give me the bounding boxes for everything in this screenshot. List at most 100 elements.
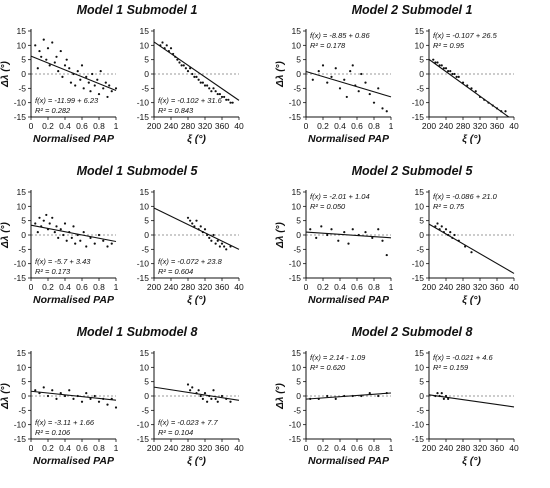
data-point	[191, 72, 194, 76]
data-point	[220, 394, 224, 398]
data-point	[42, 219, 45, 222]
data-point	[470, 251, 473, 254]
data-point	[442, 67, 445, 70]
x-tick-label: 200	[422, 443, 436, 453]
y-tick-label: -15	[14, 273, 27, 283]
chart-title: Model 1 Submodel 5	[77, 164, 199, 178]
y-tick-label: 15	[140, 26, 150, 36]
x-tick-label: 0.2	[42, 443, 54, 453]
data-point	[343, 231, 346, 234]
data-point	[104, 81, 107, 84]
y-tick-label: -15	[137, 434, 150, 444]
chart-title: Model 2 Submodel 5	[352, 164, 474, 178]
data-point	[220, 242, 224, 245]
data-point	[110, 90, 113, 93]
data-point	[436, 222, 439, 225]
x-tick-label: 200	[147, 121, 161, 131]
data-point	[377, 87, 380, 90]
y-tick-label: -5	[141, 244, 149, 254]
data-point	[76, 70, 79, 73]
y-tick-label: 5	[21, 55, 26, 65]
x-tick-label: 280	[456, 282, 470, 292]
x-tick-label: 360	[490, 282, 504, 292]
y-tick-label: 15	[17, 348, 27, 358]
data-point	[61, 75, 64, 78]
x-tick-label: 0	[304, 443, 309, 453]
y-tick-label: -5	[293, 244, 301, 254]
y-tick-label: -10	[14, 98, 27, 108]
r-squared: R² = 0.95	[433, 41, 465, 50]
y-tick-label: 0	[296, 230, 301, 240]
data-point	[63, 64, 67, 67]
data-point	[108, 84, 111, 87]
x-tick-label: 280	[181, 282, 195, 292]
data-point	[93, 394, 96, 398]
data-point	[201, 81, 204, 84]
data-point	[191, 386, 194, 389]
y-tick-label: -10	[412, 259, 425, 269]
data-point	[203, 392, 207, 395]
y-axis-label: Δλ (°)	[0, 382, 11, 409]
data-point	[82, 231, 85, 234]
data-point	[42, 386, 45, 389]
data-point	[59, 228, 62, 231]
data-point	[165, 44, 168, 47]
data-point	[216, 92, 219, 96]
data-point	[45, 213, 48, 217]
y-tick-label: -15	[289, 273, 302, 283]
fit-equation: f(x) = -0.107 + 26.5	[433, 31, 498, 40]
r-squared: R² = 0.843	[158, 106, 194, 115]
x-tick-label: 360	[215, 443, 229, 453]
data-point	[45, 58, 48, 61]
y-tick-label: 10	[140, 362, 150, 372]
data-point	[80, 400, 84, 403]
data-point	[53, 231, 56, 234]
data-point	[440, 225, 443, 228]
x-tick-label: 240	[439, 121, 453, 131]
x-tick-label: 0.6	[76, 282, 88, 292]
data-point	[212, 233, 215, 237]
data-point	[186, 216, 190, 219]
y-tick-label: -15	[412, 434, 425, 444]
data-point	[42, 38, 45, 41]
x-tick-label: 1	[389, 282, 394, 292]
data-point	[59, 392, 62, 395]
data-point	[440, 64, 443, 67]
y-tick-label: 10	[17, 201, 27, 211]
data-point	[85, 75, 88, 78]
fit-equation: f(x) = -2.01 + 1.04	[310, 192, 370, 201]
y-tick-label: -10	[137, 98, 150, 108]
y-tick-label: 15	[292, 26, 302, 36]
data-point	[368, 392, 371, 395]
x-tick-label: 200	[422, 121, 436, 131]
x-tick-label: 0.8	[368, 443, 380, 453]
data-point	[85, 245, 88, 248]
x-tick-label: 240	[164, 443, 178, 453]
data-point	[447, 70, 450, 73]
y-tick-label: 0	[144, 69, 149, 79]
fit-line	[153, 386, 240, 401]
data-point	[106, 403, 109, 406]
data-point	[381, 107, 384, 110]
chart-title: Model 1 Submodel 1	[77, 3, 198, 17]
y-tick-label: -5	[416, 405, 424, 415]
x-tick-label: 280	[181, 121, 195, 131]
data-point	[195, 219, 198, 222]
data-point	[110, 242, 113, 245]
x-tick-label: 0.6	[76, 443, 88, 453]
x-tick-label: 240	[439, 443, 453, 453]
data-point	[320, 225, 323, 228]
data-point	[474, 90, 477, 93]
data-point	[65, 58, 68, 61]
data-point	[106, 245, 109, 248]
fit-line	[30, 390, 117, 401]
data-point	[206, 400, 209, 403]
fit-equation: f(x) = -0.023 + 7.7	[158, 418, 218, 427]
data-point	[97, 233, 101, 237]
y-tick-label: 10	[292, 362, 302, 372]
